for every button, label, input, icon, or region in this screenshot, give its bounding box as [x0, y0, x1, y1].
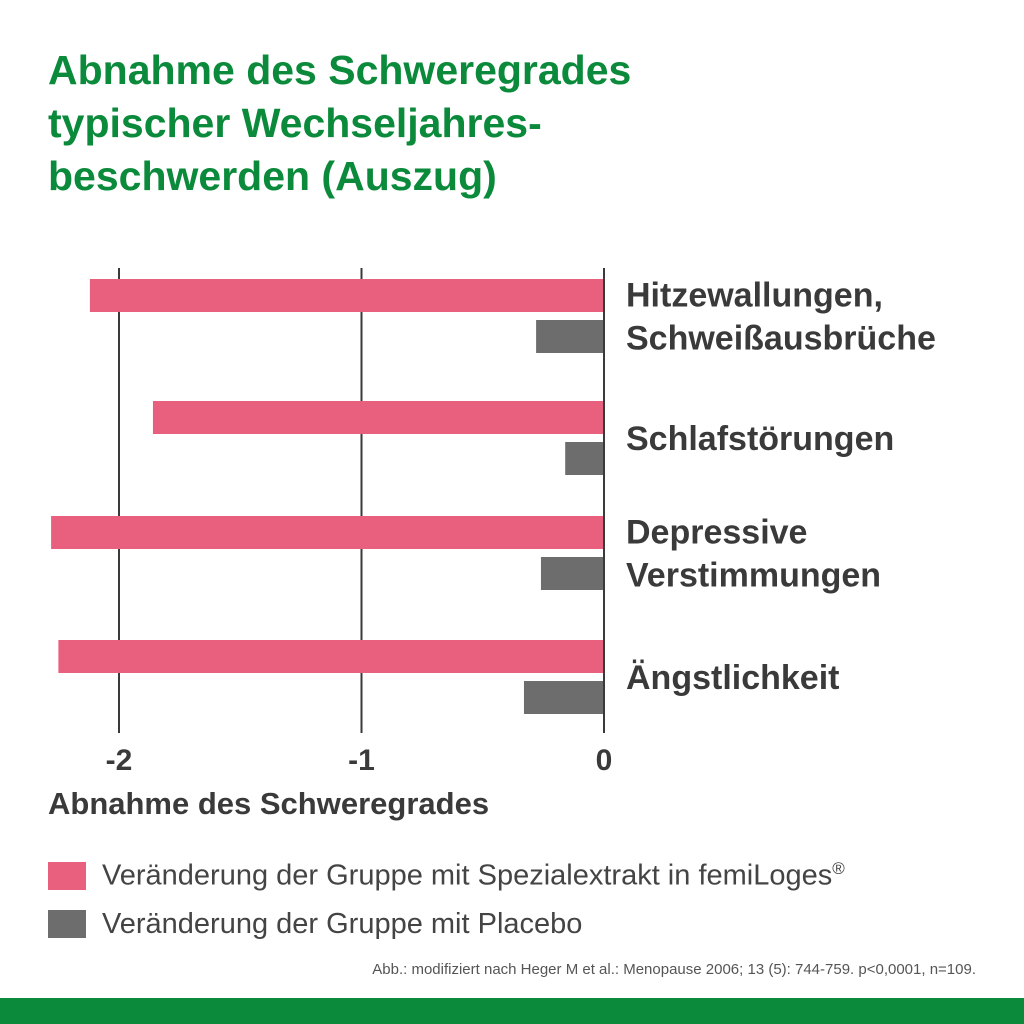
x-axis-label: Abnahme des Schweregrades [48, 786, 490, 821]
tick-label-0: 0 [596, 744, 613, 777]
legend-swatch-femiloges [48, 862, 86, 890]
footer-bar [0, 998, 1024, 1024]
bar-placebo-4 [523, 681, 604, 714]
bar-femiloges-3 [51, 516, 605, 549]
chart-title: Abnahme des Schweregrades typischer Wech… [48, 44, 948, 203]
tick-label-neg2: -2 [106, 744, 133, 777]
bar-femiloges-4 [58, 640, 604, 673]
bar-chart: -2 -1 0 Hitzewallungen, Schweißausbrüche Schl… [51, 268, 936, 777]
legend-text-femiloges: Veränderung der Gruppe mit Spezialextrak… [102, 859, 845, 893]
legend: Veränderung der Gruppe mit Spezialextrak… [48, 852, 845, 948]
legend-label-placebo: Veränderung der Gruppe mit Placebo [102, 907, 583, 940]
bar-placebo-1 [536, 320, 604, 353]
category-label-3-line-2: Verstimmungen [626, 557, 881, 595]
category-label-1-line-2: Schweißausbrüche [626, 320, 936, 358]
title-line-2: typischer Wechseljahres- [48, 100, 542, 146]
bar-femiloges-1 [89, 279, 604, 312]
category-label-1-line-1: Hitzewallungen, [626, 277, 883, 315]
legend-item-femiloges: Veränderung der Gruppe mit Spezialextrak… [48, 852, 845, 900]
bar-femiloges-2 [152, 401, 604, 434]
category-label-2-line-1: Schlafstörungen [626, 420, 894, 458]
legend-label-femiloges: Veränderung der Gruppe mit Spezialextrak… [102, 859, 833, 892]
tick-label-neg1: -1 [348, 744, 375, 777]
registered-mark: ® [832, 859, 845, 879]
legend-swatch-placebo [48, 910, 86, 938]
bar-placebo-3 [540, 557, 604, 590]
category-label-3-line-1: Depressive [626, 514, 807, 552]
bar-placebo-2 [565, 442, 604, 475]
title-line-3: beschwerden (Auszug) [48, 153, 497, 199]
source-note: Abb.: modifiziert nach Heger M et al.: M… [372, 961, 976, 978]
title-line-1: Abnahme des Schweregrades [48, 47, 632, 93]
category-label-4-line-1: Ängstlichkeit [626, 659, 839, 697]
legend-item-placebo: Veränderung der Gruppe mit Placebo [48, 900, 845, 948]
